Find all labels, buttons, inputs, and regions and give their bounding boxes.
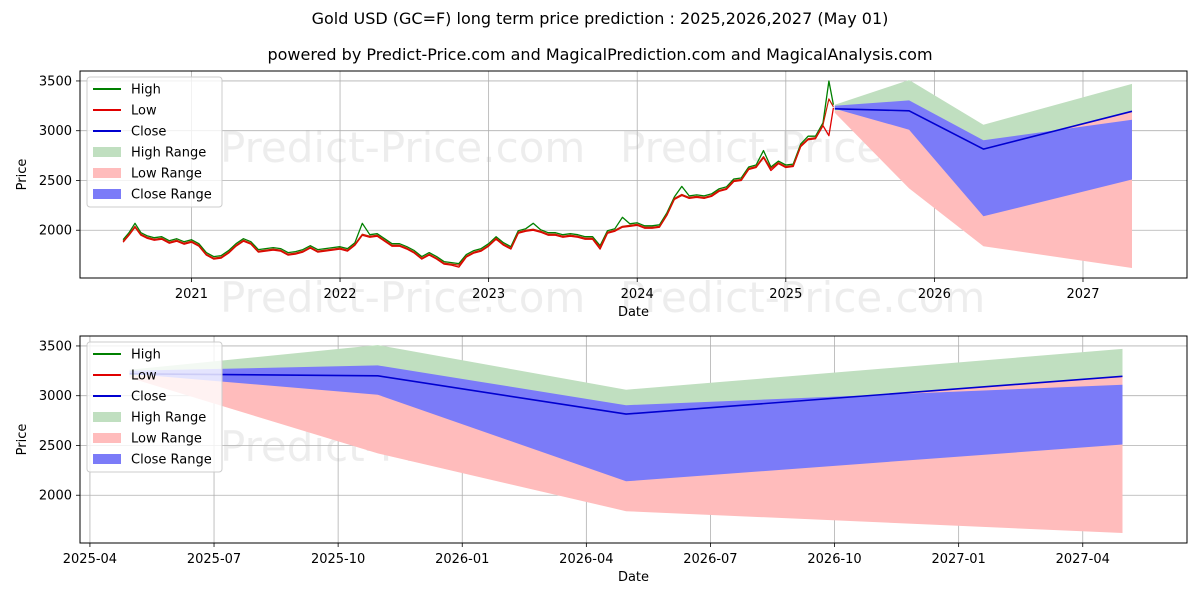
y-axis-label: Price xyxy=(15,159,30,191)
high-range-band xyxy=(834,80,1132,150)
legend-close-label: Close xyxy=(131,390,166,405)
legend-low-range-swatch xyxy=(93,168,121,178)
close-forecast-line xyxy=(834,108,1133,150)
legend-low-range-label: Low Range xyxy=(131,167,202,182)
x-tick-label: 2021 xyxy=(175,287,208,302)
y-tick-label: 3500 xyxy=(39,339,72,354)
x-tick-label: 2027-01 xyxy=(931,552,985,567)
plot-area xyxy=(122,80,1133,268)
legend-low-label: Low xyxy=(131,369,157,384)
y-tick-label: 2000 xyxy=(39,224,72,239)
x-tick-label: 2027-04 xyxy=(1056,552,1110,567)
y-axis-label: Price xyxy=(15,424,30,456)
y-tick-label: 2000 xyxy=(39,489,72,504)
chart-panel-2: Predict-Price.comPredict-Price.com2025-0… xyxy=(15,335,1188,585)
x-tick-label: 2024 xyxy=(621,287,654,302)
x-axis-label: Date xyxy=(618,570,649,585)
y-tick-label: 2500 xyxy=(39,439,72,454)
low-series-line xyxy=(122,107,835,268)
x-tick-label: 2026-01 xyxy=(435,552,489,567)
legend-close-label: Close xyxy=(131,125,166,140)
legend-high-range-swatch xyxy=(93,147,121,157)
x-tick-label: 2022 xyxy=(323,287,356,302)
high-range-band xyxy=(129,345,1123,415)
x-tick-label: 2025-10 xyxy=(311,552,365,567)
legend-high-label: High xyxy=(131,83,161,98)
close-range-band xyxy=(834,100,1132,217)
watermark-text: Predict-Price.com xyxy=(220,273,585,322)
x-tick-label: 2026-10 xyxy=(807,552,861,567)
chart-title: Gold USD (GC=F) long term price predicti… xyxy=(311,9,889,28)
plot-frame xyxy=(79,335,1188,544)
legend-close-range-label: Close Range xyxy=(131,188,212,203)
chart-subtitle: powered by Predict-Price.com and Magical… xyxy=(267,45,933,64)
legend-low-range-swatch xyxy=(93,433,121,443)
legend-close-range-swatch xyxy=(93,189,121,199)
close-range-band xyxy=(129,365,1123,482)
legend-close-range-label: Close Range xyxy=(131,453,212,468)
y-tick-label: 3000 xyxy=(39,124,72,139)
x-tick-label: 2023 xyxy=(472,287,505,302)
close-history-line xyxy=(122,98,834,266)
x-tick-label: 2025-04 xyxy=(63,552,117,567)
y-tick-label: 2500 xyxy=(39,174,72,189)
watermark-text: Predict-Price.com xyxy=(220,123,585,172)
legend-close-range-swatch xyxy=(93,454,121,464)
x-tick-label: 2026 xyxy=(918,287,951,302)
legend-high-range-label: High Range xyxy=(131,146,206,161)
x-tick-label: 2027 xyxy=(1066,287,1099,302)
legend-low-label: Low xyxy=(131,104,157,119)
legend-high-range-swatch xyxy=(93,412,121,422)
plot-area xyxy=(129,345,1123,533)
legend-low-range-label: Low Range xyxy=(131,432,202,447)
y-tick-label: 3500 xyxy=(39,74,72,89)
x-tick-label: 2025 xyxy=(769,287,802,302)
watermark-text: Predict-Price.com xyxy=(620,273,985,322)
plot-frame xyxy=(79,70,1188,279)
x-tick-label: 2025-07 xyxy=(187,552,241,567)
x-tick-label: 2026-04 xyxy=(559,552,613,567)
x-axis-label: Date xyxy=(618,305,649,320)
close-forecast-line xyxy=(129,373,1123,415)
y-tick-label: 3000 xyxy=(39,389,72,404)
x-tick-label: 2026-07 xyxy=(683,552,737,567)
legend-high-range-label: High Range xyxy=(131,411,206,426)
chart-panel-1: Predict-Price.com Predict-Price.com Predic… xyxy=(15,70,1188,322)
legend-high-label: High xyxy=(131,348,161,363)
high-series-line xyxy=(122,80,835,265)
